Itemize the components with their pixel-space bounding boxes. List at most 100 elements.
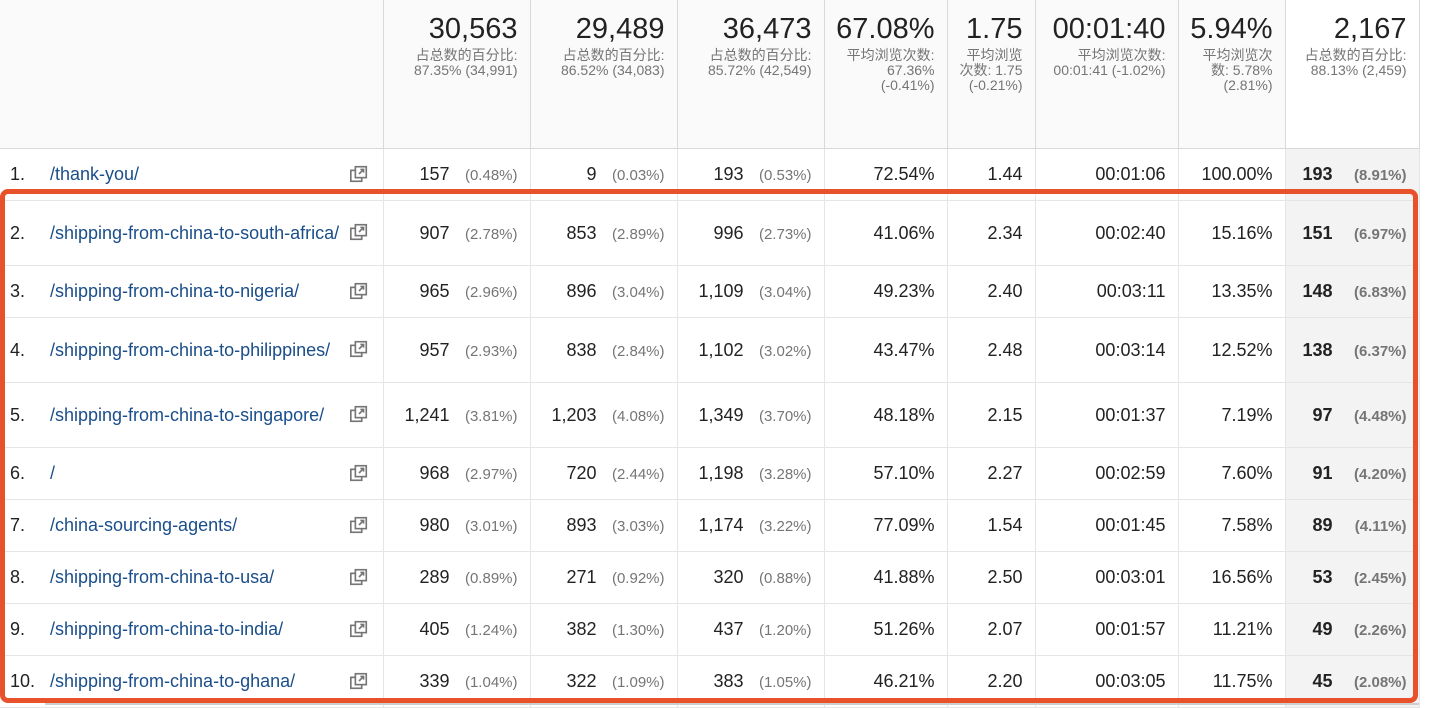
- open-page-icon[interactable]: [349, 567, 371, 589]
- metric-cell: 2.50: [946, 551, 1035, 604]
- total-subtext: 占总数的百分比: 86.52% (34,083): [560, 47, 665, 78]
- metric-cell: 838 (2.84%): [529, 317, 677, 383]
- metric-cell: 957 (2.93%): [382, 317, 530, 383]
- page-path-link[interactable]: /china-sourcing-agents/: [50, 515, 238, 535]
- row-index: 3.: [10, 281, 26, 301]
- totals-page-header: [0, 0, 383, 149]
- page-path-link[interactable]: /shipping-from-china-to-philippines/: [50, 339, 331, 360]
- metric-value: 853: [566, 222, 597, 243]
- page-cell: 1. /thank-you/: [0, 148, 383, 201]
- page-cell: 8. /shipping-from-china-to-usa/: [0, 551, 383, 604]
- row-index: 4.: [10, 339, 26, 360]
- metric-value: 339: [419, 671, 450, 691]
- page-path-link[interactable]: /shipping-from-china-to-ghana/: [50, 671, 296, 691]
- page-cell: 9. /shipping-from-china-to-india/: [0, 603, 383, 656]
- page-path-link[interactable]: /: [50, 463, 56, 483]
- metric-cell: 2.15: [946, 382, 1035, 448]
- page-path-link[interactable]: /shipping-from-china-to-india/: [50, 619, 284, 639]
- metric-value: 2.27: [987, 463, 1023, 483]
- metric-cell: 1,203 (4.08%): [529, 382, 677, 448]
- metric-percent: (3.04%): [758, 284, 812, 301]
- metric-percent: (0.03%): [611, 167, 665, 184]
- metric-percent: (1.30%): [611, 622, 665, 639]
- metric-cell-highlighted: 138 (6.37%): [1284, 317, 1420, 383]
- metric-value: 2.50: [987, 567, 1023, 587]
- metric-value: 13.35%: [1211, 281, 1273, 301]
- metric-cell: 996 (2.73%): [676, 200, 824, 266]
- metric-value: 996: [713, 222, 744, 243]
- page-path-link[interactable]: /shipping-from-china-to-south-africa/: [50, 222, 340, 243]
- metric-cell: 12.52%: [1177, 317, 1285, 383]
- page-cell: 10. /shipping-from-china-to-ghana/: [0, 655, 383, 708]
- metric-cell-highlighted: 97 (4.48%): [1284, 382, 1420, 448]
- metric-value: 97: [1312, 404, 1333, 425]
- open-page-icon[interactable]: [349, 339, 371, 361]
- metric-value: 193: [713, 164, 744, 184]
- page-path-link[interactable]: /shipping-from-china-to-usa/: [50, 567, 275, 587]
- metric-cell: 193 (0.53%): [676, 148, 824, 201]
- metric-cell-highlighted: 148 (6.83%): [1284, 265, 1420, 318]
- metric-value: 965: [419, 281, 450, 301]
- metric-cell: 9 (0.03%): [529, 148, 677, 201]
- metric-value: 968: [419, 463, 450, 483]
- metric-value: 437: [713, 619, 744, 639]
- metric-cell: 11.75%: [1177, 655, 1285, 708]
- metric-cell: 2.07: [946, 603, 1035, 656]
- metric-percent: (3.81%): [464, 407, 518, 425]
- metric-value: 00:01:45: [1095, 515, 1166, 535]
- metric-cell: 965 (2.96%): [382, 265, 530, 318]
- metric-value: 405: [419, 619, 450, 639]
- metric-value: 2.07: [987, 619, 1023, 639]
- open-page-icon[interactable]: [349, 281, 371, 303]
- metric-cell: 907 (2.78%): [382, 200, 530, 266]
- metric-value: 271: [566, 567, 597, 587]
- metric-value: 00:03:05: [1095, 671, 1166, 691]
- table-bottom-rule: [45, 703, 1419, 705]
- metric-value: 15.16%: [1211, 222, 1273, 243]
- metric-cell: 968 (2.97%): [382, 447, 530, 500]
- open-page-icon[interactable]: [349, 164, 371, 186]
- total-subtext: 占总数的百分比: 85.72% (42,549): [707, 47, 812, 78]
- metric-cell: 100.00%: [1177, 148, 1285, 201]
- metric-cell: 980 (3.01%): [382, 499, 530, 552]
- total-metric-7: 5.94% 平均浏览次数: 5.78% (2.81%): [1177, 0, 1285, 149]
- metric-cell: 720 (2.44%): [529, 447, 677, 500]
- total-metric-1: 30,563 占总数的百分比: 87.35% (34,991): [382, 0, 530, 149]
- metric-value: 320: [713, 567, 744, 587]
- metric-value: 16.56%: [1211, 567, 1273, 587]
- page-path-link[interactable]: /thank-you/: [50, 164, 140, 184]
- open-page-icon[interactable]: [349, 515, 371, 537]
- metric-percent: (2.08%): [1353, 674, 1407, 691]
- metric-value: 383: [713, 671, 744, 691]
- page-path-link[interactable]: /shipping-from-china-to-nigeria/: [50, 281, 300, 301]
- metric-percent: (1.24%): [464, 622, 518, 639]
- totals-row: 30,563 占总数的百分比: 87.35% (34,991) 29,489 占…: [0, 0, 1420, 149]
- metric-percent: (2.78%): [464, 225, 518, 243]
- metric-value: 148: [1302, 281, 1333, 301]
- metric-percent: (2.96%): [464, 284, 518, 301]
- total-metric-5: 1.75 平均浏览次数: 1.75 (-0.21%): [946, 0, 1035, 149]
- metric-value: 41.88%: [873, 567, 935, 587]
- metric-cell: 00:01:37: [1034, 382, 1178, 448]
- page-cell: 5. /shipping-from-china-to-singapore/: [0, 382, 383, 448]
- metric-cell-highlighted: 89 (4.11%): [1284, 499, 1420, 552]
- page-cell: 3. /shipping-from-china-to-nigeria/: [0, 265, 383, 318]
- metric-cell: 00:02:59: [1034, 447, 1178, 500]
- metric-value: 48.18%: [873, 404, 935, 425]
- metric-percent: (8.91%): [1353, 167, 1407, 184]
- metric-percent: (2.84%): [611, 342, 665, 360]
- metric-value: 77.09%: [873, 515, 935, 535]
- open-page-icon[interactable]: [349, 671, 371, 693]
- open-page-icon[interactable]: [349, 463, 371, 485]
- metric-value: 46.21%: [873, 671, 935, 691]
- page-path-link[interactable]: /shipping-from-china-to-singapore/: [50, 404, 325, 425]
- open-page-icon[interactable]: [349, 404, 371, 426]
- metric-value: 11.75%: [1212, 671, 1273, 691]
- open-page-icon[interactable]: [349, 619, 371, 641]
- metric-cell: 00:03:14: [1034, 317, 1178, 383]
- metric-value: 893: [566, 515, 597, 535]
- open-page-icon[interactable]: [349, 222, 371, 244]
- metric-value: 1,349: [698, 404, 744, 425]
- metric-percent: (0.88%): [758, 570, 812, 587]
